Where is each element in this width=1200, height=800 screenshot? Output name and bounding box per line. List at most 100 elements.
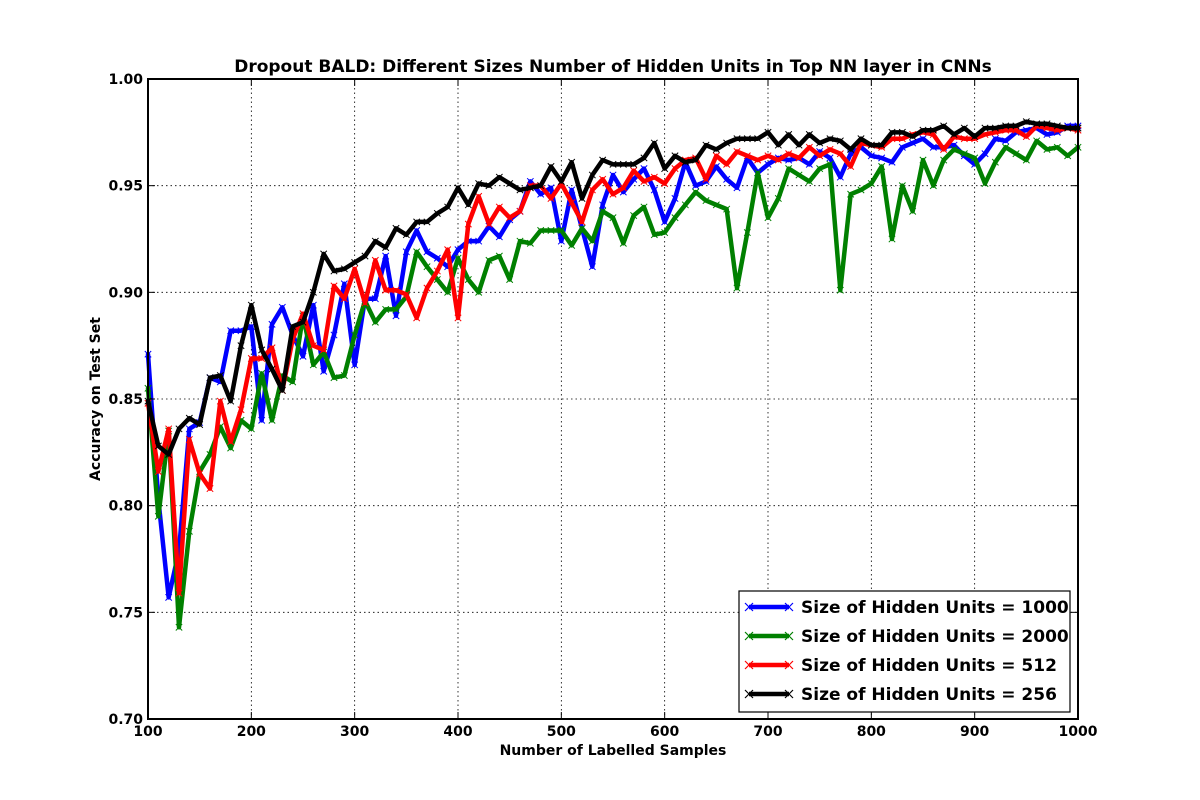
data-point-marker bbox=[764, 128, 772, 136]
legend-label: Size of Hidden Units = 1000 bbox=[801, 598, 1069, 618]
data-point-marker bbox=[444, 246, 452, 254]
y-tick-label: 0.70 bbox=[108, 712, 143, 728]
data-point-marker bbox=[361, 252, 369, 260]
data-point-marker bbox=[464, 201, 472, 209]
data-point-marker bbox=[826, 154, 834, 162]
data-point-marker bbox=[960, 124, 968, 132]
data-point-marker bbox=[981, 179, 989, 188]
data-point-marker bbox=[247, 301, 255, 309]
data-point-marker bbox=[857, 135, 865, 143]
data-point-marker bbox=[898, 128, 906, 136]
data-point-marker bbox=[640, 203, 648, 211]
data-point-marker bbox=[733, 284, 741, 292]
data-point-marker bbox=[537, 190, 545, 198]
data-point-marker bbox=[227, 327, 235, 335]
data-point-marker bbox=[268, 416, 276, 424]
data-point-marker bbox=[382, 305, 390, 313]
x-tick-label: 100 bbox=[133, 724, 162, 740]
data-point-marker bbox=[909, 139, 917, 147]
data-point-marker bbox=[516, 207, 524, 215]
data-point-marker bbox=[599, 207, 607, 215]
data-point-marker bbox=[196, 421, 204, 429]
data-point-marker bbox=[1002, 122, 1010, 130]
x-tick-label: 500 bbox=[547, 724, 576, 740]
legend-marker bbox=[784, 602, 794, 612]
data-point-marker bbox=[1043, 120, 1051, 128]
data-point-marker bbox=[1064, 152, 1072, 160]
data-point-marker bbox=[309, 342, 317, 350]
legend-marker bbox=[744, 602, 754, 612]
data-point-marker bbox=[681, 201, 689, 209]
data-point-marker bbox=[950, 145, 958, 153]
data-point-marker bbox=[547, 184, 555, 192]
data-point-marker bbox=[237, 342, 245, 350]
data-point-marker bbox=[258, 416, 266, 424]
data-point-marker bbox=[206, 485, 214, 493]
data-point-marker bbox=[671, 152, 679, 160]
data-point-marker bbox=[495, 252, 503, 260]
data-point-marker bbox=[371, 295, 379, 303]
data-point-marker bbox=[867, 152, 875, 160]
data-point-marker bbox=[650, 231, 658, 239]
data-point-marker bbox=[702, 141, 710, 149]
x-tick-label: 600 bbox=[650, 724, 679, 740]
data-point-marker bbox=[506, 214, 514, 222]
data-point-marker bbox=[557, 237, 565, 245]
data-point-marker bbox=[836, 173, 844, 181]
data-point-marker bbox=[650, 173, 658, 181]
data-point-marker bbox=[857, 186, 865, 194]
data-point-marker bbox=[785, 156, 793, 164]
data-point-marker bbox=[216, 397, 224, 405]
data-point-marker bbox=[557, 177, 565, 185]
y-axis-label: Accuracy on Test Set bbox=[88, 317, 104, 481]
data-point-marker bbox=[940, 122, 948, 130]
data-point-marker bbox=[154, 512, 162, 520]
data-point-marker bbox=[692, 156, 700, 164]
x-tick-label: 1000 bbox=[1059, 724, 1098, 740]
data-point-marker bbox=[878, 154, 886, 162]
legend-entry: Size of Hidden Units = 256 bbox=[744, 685, 1057, 705]
data-point-marker bbox=[795, 154, 803, 162]
data-point-marker bbox=[278, 386, 286, 395]
data-point-marker bbox=[826, 135, 834, 143]
data-point-marker bbox=[723, 139, 731, 147]
data-point-marker bbox=[475, 192, 483, 200]
data-point-marker bbox=[413, 248, 421, 256]
data-point-marker bbox=[392, 312, 400, 320]
data-point-marker bbox=[640, 165, 648, 173]
data-point-marker bbox=[1012, 122, 1020, 130]
data-point-marker bbox=[847, 190, 855, 198]
data-point-marker bbox=[320, 346, 328, 354]
data-point-marker bbox=[805, 177, 813, 185]
data-point-marker bbox=[702, 197, 710, 205]
data-point-marker bbox=[330, 374, 338, 382]
data-point-marker bbox=[423, 218, 431, 226]
legend-box bbox=[738, 590, 1071, 713]
legend-marker bbox=[784, 631, 794, 641]
legend-label: Size of Hidden Units = 2000 bbox=[801, 627, 1069, 647]
data-point-marker bbox=[371, 256, 379, 264]
data-point-marker bbox=[340, 265, 348, 273]
data-point-marker bbox=[650, 139, 658, 147]
data-point-marker bbox=[495, 233, 503, 241]
y-tick-label: 1.00 bbox=[108, 72, 143, 88]
data-point-marker bbox=[154, 467, 162, 476]
data-point-marker bbox=[661, 165, 669, 173]
data-point-marker bbox=[578, 194, 586, 203]
data-point-marker bbox=[185, 527, 193, 535]
data-point-marker bbox=[247, 425, 255, 433]
data-point-marker bbox=[609, 171, 617, 179]
x-tick-label: 200 bbox=[237, 724, 266, 740]
data-point-marker bbox=[898, 143, 906, 151]
legend-entry: Size of Hidden Units = 512 bbox=[744, 656, 1057, 676]
data-point-marker bbox=[1012, 150, 1020, 158]
data-point-marker bbox=[216, 371, 224, 380]
data-point-marker bbox=[227, 444, 235, 452]
data-point-marker bbox=[816, 139, 824, 147]
data-point-marker bbox=[650, 186, 658, 194]
data-point-marker bbox=[516, 186, 524, 194]
data-point-marker bbox=[671, 165, 679, 173]
data-point-marker bbox=[754, 169, 762, 177]
data-point-marker bbox=[361, 299, 369, 307]
